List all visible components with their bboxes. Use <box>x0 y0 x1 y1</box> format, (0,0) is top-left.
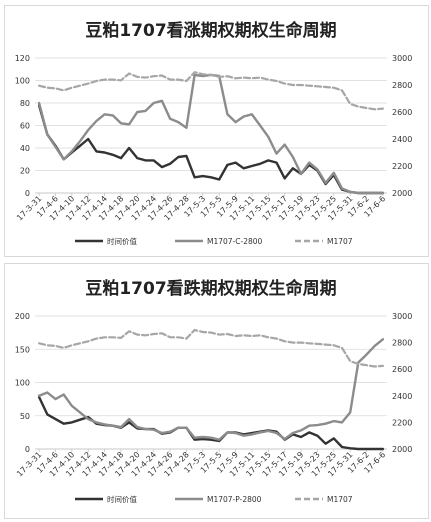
y-tick-label: 50 <box>20 412 30 421</box>
y-tick-label: 100 <box>15 77 30 86</box>
y2-tick-label: 2400 <box>392 392 412 401</box>
legend-label-0: 时间价值 <box>107 236 137 246</box>
y2-tick-label: 2800 <box>392 339 412 348</box>
y-tick-label: 200 <box>15 312 30 321</box>
y-tick-label: 100 <box>15 379 30 388</box>
y-tick-label: 0 <box>25 445 30 454</box>
put-option-chart-panel: 豆粕1707看跌期权期权生命周期 0 50 100 150 200 2000 2200 2400… <box>4 263 429 519</box>
y2-tick-label: 2000 <box>392 189 412 198</box>
series-line-2 <box>37 71 384 111</box>
series-line-1 <box>37 338 385 441</box>
y-tick-label: 80 <box>20 99 30 108</box>
y-tick-label: 40 <box>20 144 30 153</box>
series-line-2 <box>37 328 384 368</box>
y2-tick-label: 2800 <box>392 81 412 90</box>
y-tick-label: 20 <box>20 167 30 176</box>
legend-label-1: M1707-P-2800 <box>207 495 262 504</box>
y2-tick-label: 2200 <box>392 418 412 427</box>
y2-tick-label: 2600 <box>392 108 412 117</box>
y-tick-label: 150 <box>15 345 30 354</box>
chart-title: 豆粕1707看跌期权期权生命周期 <box>85 278 336 299</box>
y2-tick-label: 3000 <box>392 54 412 63</box>
call-option-chart-panel: 豆粕1707看涨期权期权生命周期 0 20 40 60 80 100 120 2000 2200 2… <box>4 5 429 257</box>
y2-tick-label: 2000 <box>392 445 412 454</box>
legend-label-0: 时间价值 <box>107 494 137 504</box>
y2-tick-label: 3000 <box>392 312 412 321</box>
series-line-0 <box>37 104 385 195</box>
put-option-chart: 豆粕1707看跌期权期权生命周期 0 50 100 150 200 2000 2200 2400… <box>15 278 413 504</box>
call-option-chart: 豆粕1707看涨期权期权生命周期 0 20 40 60 80 100 120 2000 2200 2… <box>15 20 413 246</box>
series-line-1 <box>37 73 385 195</box>
y2-tick-label: 2200 <box>392 162 412 171</box>
y-tick-label: 0 <box>25 189 30 198</box>
y2-tick-label: 2600 <box>392 365 412 374</box>
legend-label-2: M1707 <box>327 495 353 504</box>
y-tick-label: 60 <box>20 122 30 131</box>
series-line-0 <box>37 395 385 451</box>
y-tick-label: 120 <box>15 54 30 63</box>
legend-label-2: M1707 <box>327 237 353 246</box>
y2-tick-label: 2400 <box>392 135 412 144</box>
legend-label-1: M1707-C-2800 <box>207 237 263 246</box>
chart-title: 豆粕1707看涨期权期权生命周期 <box>85 20 336 41</box>
